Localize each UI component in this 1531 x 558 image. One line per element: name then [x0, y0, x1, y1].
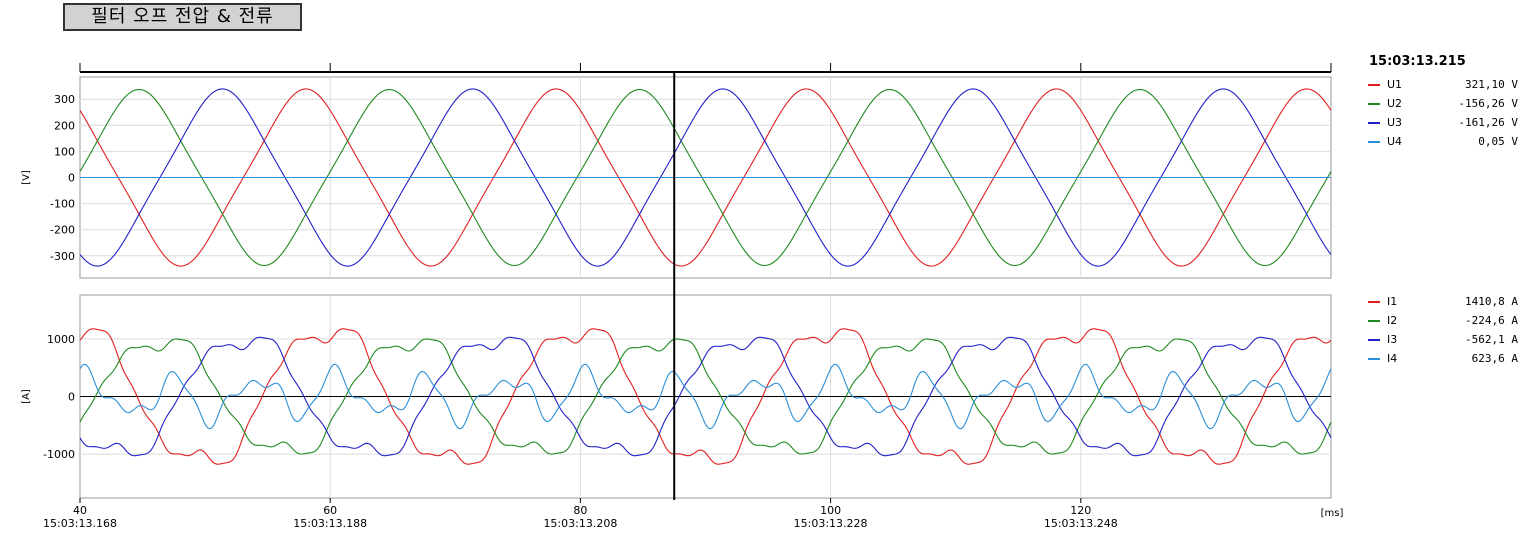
legend-name: U2 — [1387, 97, 1403, 110]
x-tick-label: 80 — [573, 504, 587, 517]
legend-item-u2[interactable]: U2 -156,26 V — [1362, 95, 1522, 113]
legend-name: U4 — [1387, 135, 1403, 148]
legend-swatch — [1368, 84, 1380, 86]
x-unit-label: [ms] — [1321, 508, 1344, 519]
legend-value: -156,26 V — [1458, 97, 1518, 110]
series-U2 — [79, 88, 1332, 267]
legend-swatch — [1368, 339, 1380, 341]
series-I4 — [79, 363, 1332, 430]
legend-item-i3[interactable]: I3 -562,1 A — [1362, 331, 1522, 349]
legend-panel: 15:03:13.215 U1 321,10 V U2 -156,26 V U3 -161… — [1362, 52, 1522, 382]
legend-swatch — [1368, 103, 1380, 105]
legend-swatch — [1368, 320, 1380, 322]
voltage-ytick-label: -200 — [50, 224, 75, 237]
legend-name: U1 — [1387, 78, 1403, 91]
x-tick-time: 15:03:13.248 — [1044, 517, 1118, 530]
current-ylabel: [A] — [21, 389, 32, 404]
legend-item-i2[interactable]: I2 -224,6 A — [1362, 312, 1522, 330]
x-tick-time: 15:03:13.208 — [543, 517, 617, 530]
current-ytick-label: 1000 — [47, 333, 75, 346]
legend-item-i1[interactable]: I1 1410,8 A — [1362, 293, 1522, 311]
voltage-ytick-label: -100 — [50, 198, 75, 211]
x-tick-label: 60 — [323, 504, 337, 517]
legend-item-i4[interactable]: I4 623,6 A — [1362, 350, 1522, 368]
x-tick-label: 40 — [73, 504, 87, 517]
x-tick-time: 15:03:13.228 — [794, 517, 868, 530]
legend-name: I1 — [1387, 295, 1398, 308]
legend-value: 623,6 A — [1471, 352, 1518, 365]
chart-title: 필터 오프 전압 & 전류 — [63, 3, 302, 31]
series-I2 — [79, 338, 1332, 455]
series-U1 — [79, 88, 1332, 267]
legend-value: 321,10 V — [1465, 78, 1518, 91]
x-tick-label: 120 — [1070, 504, 1091, 517]
legend-name: I2 — [1387, 314, 1398, 327]
legend-swatch — [1368, 358, 1380, 360]
voltage-ylabel: [V] — [21, 170, 32, 185]
voltage-ytick-label: 0 — [68, 172, 75, 185]
legend-value: -562,1 A — [1465, 333, 1518, 346]
voltage-ytick-label: 200 — [54, 119, 75, 132]
legend-item-u1[interactable]: U1 321,10 V — [1362, 76, 1522, 94]
current-ytick-label: -1000 — [43, 448, 75, 461]
legend-value: -161,26 V — [1458, 116, 1518, 129]
series-U3 — [79, 88, 1332, 267]
legend-value: -224,6 A — [1465, 314, 1518, 327]
legend-swatch — [1368, 301, 1380, 303]
legend-value: 1410,8 A — [1465, 295, 1518, 308]
x-tick-label: 100 — [820, 504, 841, 517]
x-tick-time: 15:03:13.188 — [293, 517, 367, 530]
series-I3 — [79, 336, 1332, 457]
legend-item-u3[interactable]: U3 -161,26 V — [1362, 114, 1522, 132]
x-tick-time: 15:03:13.168 — [43, 517, 117, 530]
legend-value: 0,05 V — [1478, 135, 1518, 148]
legend-name: I4 — [1387, 352, 1398, 365]
current-ytick-label: 0 — [68, 391, 75, 404]
legend-swatch — [1368, 141, 1380, 143]
voltage-ytick-label: 300 — [54, 93, 75, 106]
cursor-time: 15:03:13.215 — [1369, 54, 1466, 69]
series-I1 — [79, 328, 1332, 465]
voltage-ytick-label: -300 — [50, 250, 75, 263]
legend-name: I3 — [1387, 333, 1398, 346]
voltage-ytick-label: 100 — [54, 145, 75, 158]
legend-name: U3 — [1387, 116, 1403, 129]
legend-swatch — [1368, 122, 1380, 124]
legend-item-u4[interactable]: U4 0,05 V — [1362, 133, 1522, 151]
